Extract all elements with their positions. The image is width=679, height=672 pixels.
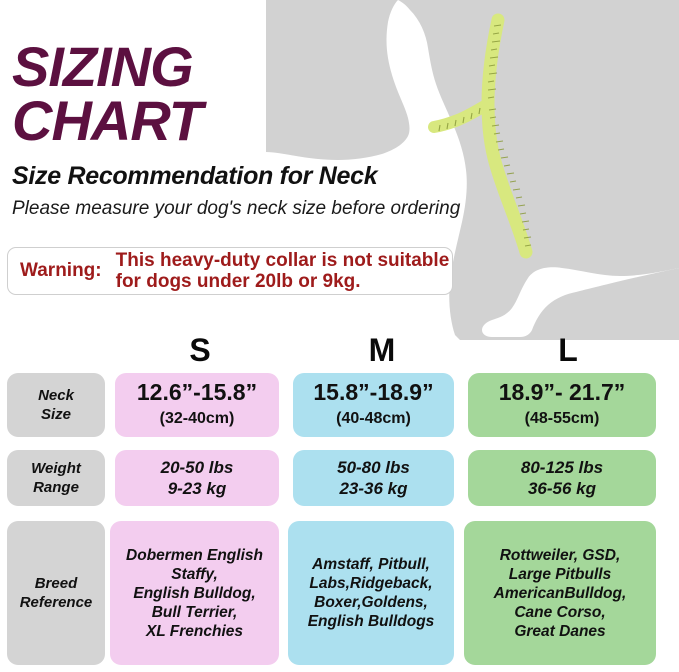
warning-text-line1: This heavy-duty collar is not suitable [115,250,450,271]
breed-s-line5: XL Frenchies [145,622,244,640]
weight-m-lbs: 50-80 lbs [337,458,410,477]
row-label-neck-line1: Neck [38,387,74,404]
cell-neck-size-m: 15.8”-18.9” (40-48cm) [293,373,454,437]
neck-size-l-inches: 18.9”- 21.7” [498,378,626,405]
breed-l-line4: Cane Corso, [514,603,606,621]
neck-size-l-cm: (48-55cm) [524,409,600,427]
cell-weight-m: 50-80 lbs 23-36 kg [293,450,454,506]
row-label-neck-size: Neck Size [7,373,105,437]
breed-m-line1: Amstaff, Pitbull, [312,556,430,573]
row-label-weight-line1: Weight [31,460,81,477]
breed-s-line1: Dobermen English [126,546,263,564]
cell-weight-l: 80-125 lbs 36-56 kg [468,450,656,506]
cell-breed-m: Amstaff, Pitbull, Labs,Ridgeback, Boxer,… [288,521,454,665]
cell-neck-size-l: 18.9”- 21.7” (48-55cm) [468,373,656,437]
cell-breed-s: Dobermen English Staffy, English Bulldog… [110,521,279,665]
breed-s-line4: Bull Terrier, [151,603,238,621]
size-header-m: M [368,332,396,368]
breed-l-line5: Great Danes [514,622,606,640]
row-label-breed-line1: Breed [34,575,78,592]
breed-m-line4: English Bulldogs [307,613,435,630]
weight-l-kg: 36-56 kg [527,479,597,498]
weight-l-lbs: 80-125 lbs [520,458,604,477]
cell-neck-size-s: 12.6”-15.8” (32-40cm) [115,373,279,437]
weight-s-lbs: 20-50 lbs [160,458,234,477]
neck-size-m-inches: 15.8”-18.9” [313,378,434,405]
breed-l-line2: Large Pitbulls [508,565,612,583]
page-title-line2: CHART [12,89,203,152]
cell-weight-s: 20-50 lbs 9-23 kg [115,450,279,506]
warning-box: Warning: This heavy-duty collar is not s… [7,247,453,295]
row-label-neck-line2: Size [40,406,71,423]
weight-m-kg: 23-36 kg [339,479,408,498]
breed-s-line3: English Bulldog, [133,584,256,602]
breed-s-line2: Staffy, [171,565,218,583]
neck-size-m-cm: (40-48cm) [336,409,411,427]
page-title-line1: SIZING [12,35,194,98]
measure-note: Please measure your dog's neck size befo… [12,198,461,219]
row-label-breed-line2: Reference [19,594,93,611]
row-label-breed-reference: Breed Reference [7,521,105,665]
breed-l-line3: AmericanBulldog, [493,584,627,602]
row-label-weight-range: Weight Range [7,450,105,506]
row-label-weight-line2: Range [33,479,79,496]
neck-size-s-cm: (32-40cm) [159,409,235,427]
warning-text: This heavy-duty collar is not suitable f… [102,250,450,292]
neck-size-s-inches: 12.6”-15.8” [136,378,258,405]
size-header-row: S M L [110,332,658,368]
breed-m-line2: Labs,Ridgeback, [309,575,433,592]
breed-m-line3: Boxer,Goldens, [314,594,428,611]
weight-s-kg: 9-23 kg [167,479,227,498]
headline-block: SIZING CHART Size Recommendation for Nec… [12,35,482,220]
warning-label: Warning: [20,260,102,281]
warning-text-line2: for dogs under 20lb or 9kg. [115,271,361,292]
size-header-l: L [558,332,578,368]
breed-l-line1: Rottweiler, GSD, [499,546,621,564]
cell-breed-l: Rottweiler, GSD, Large Pitbulls American… [464,521,656,665]
page-subtitle: Size Recommendation for Neck [12,162,378,190]
size-header-s: S [189,332,211,368]
